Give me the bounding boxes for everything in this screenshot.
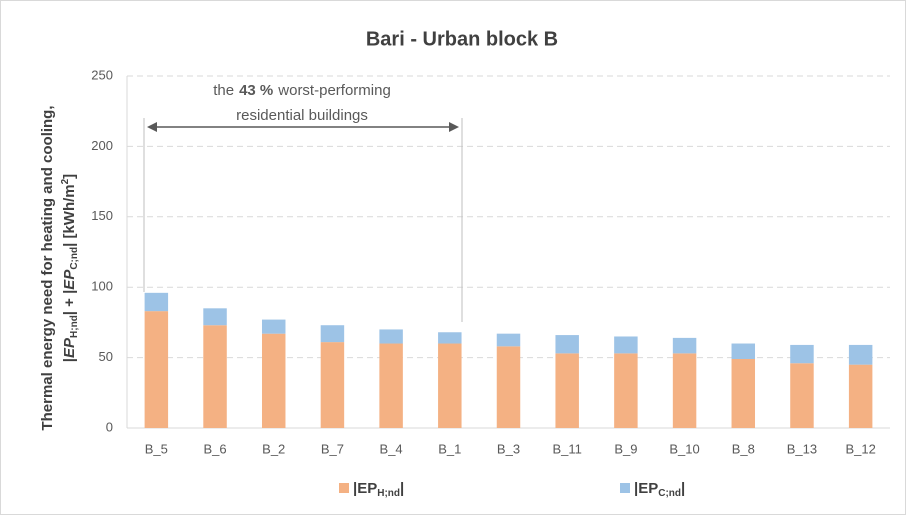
bar-segment: [379, 343, 403, 428]
bar-segment: [438, 343, 462, 428]
x-tick-label: B_10: [669, 441, 699, 456]
legend-label: |EPC;nd|: [634, 480, 685, 499]
x-tick-label: B_4: [380, 441, 403, 456]
bar-segment: [144, 292, 169, 312]
legend-label: |EPH;nd|: [353, 480, 404, 499]
bar-segment: [496, 346, 521, 428]
legend-label-part: |: [681, 480, 685, 497]
y-tick-label: 100: [91, 279, 113, 294]
x-tick-label: B_9: [614, 441, 637, 456]
x-tick-label: B_13: [787, 441, 817, 456]
legend-swatch: [339, 483, 349, 493]
x-tick-label: B_5: [145, 441, 168, 456]
bar-segment: [496, 333, 521, 347]
y-tick-label: 0: [106, 419, 113, 434]
x-tick-label: B_8: [732, 441, 755, 456]
legend-label-part: H;nd: [377, 488, 400, 499]
bar-segment: [144, 311, 169, 428]
y-axis-title-part: EP: [61, 269, 78, 290]
bar-segment: [555, 353, 579, 428]
legend-label-part: C;nd: [658, 488, 681, 499]
annotation-part: 43 %: [239, 82, 273, 99]
y-axis-title-part: C;nd: [69, 247, 80, 270]
y-axis-title-line: |EPH;nd| + |EPC;nd| [kWh/m2]: [60, 174, 80, 362]
bar-segment: [320, 325, 345, 343]
bar-segment: [320, 342, 345, 428]
bar-segment: [438, 332, 462, 344]
bar-segment: [731, 343, 756, 360]
bar-segment: [848, 364, 873, 428]
x-tick-label: B_6: [203, 441, 226, 456]
x-tick-label: B_12: [845, 441, 875, 456]
bar-segment: [555, 335, 579, 354]
y-axis-title-part: | + |: [61, 290, 78, 316]
plot-area: 0 50 100 150 200 250 B_5 B_6 B_2 B_7 B_4 B_1 B_3 B_11…: [91, 67, 890, 456]
bar-segment: [379, 329, 403, 344]
annotation-part: worst-performing: [277, 82, 391, 99]
annotation: the 43 % worst-performing residential buil…: [143, 82, 463, 322]
y-tick-label: 250: [91, 67, 113, 82]
bar-segment: [261, 319, 286, 334]
bar-segment: [731, 359, 756, 428]
y-axis-title-part: |: [61, 358, 78, 362]
x-tick-label: B_7: [321, 441, 344, 456]
x-tick-label: B_3: [497, 441, 520, 456]
bar-segment: [614, 336, 638, 354]
y-tick-label: 150: [91, 208, 113, 223]
legend-label-part: |: [400, 480, 404, 497]
y-axis-title-part: H;nd: [69, 315, 80, 338]
chart-title: Bari - Urban block B: [366, 28, 558, 50]
y-tick-label: 200: [91, 138, 113, 153]
bar-segment: [672, 353, 697, 428]
y-axis-title-part: ]: [61, 174, 78, 179]
bar-segment: [672, 337, 697, 354]
y-axis-title-part: EP: [61, 337, 78, 358]
legend: |EPH;nd| |EPC;nd|: [339, 480, 685, 499]
y-tick-label: 50: [99, 349, 113, 364]
bar-segment: [848, 344, 873, 365]
annotation-text: the 43 % worst-performing: [213, 82, 391, 99]
x-tick-label: B_1: [438, 441, 461, 456]
legend-label-part: |EP: [634, 480, 658, 497]
y-axis-title-part: 2: [60, 178, 71, 184]
annotation-text: residential buildings: [236, 107, 368, 124]
annotation-part: the: [213, 82, 234, 99]
y-axis-title-line: Thermal energy need for heating and cool…: [39, 105, 56, 430]
y-axis-title-part: | [kWh/m: [61, 184, 78, 247]
bar-segment: [790, 344, 814, 364]
bar-segment: [203, 325, 227, 428]
legend-label-part: |EP: [353, 480, 377, 497]
bar-segment: [261, 333, 286, 428]
bar-segment: [614, 353, 638, 428]
bar-segment: [203, 308, 227, 326]
legend-swatch: [620, 483, 630, 493]
x-tick-label: B_2: [262, 441, 285, 456]
x-tick-label: B_11: [552, 441, 581, 456]
bar-segment: [790, 363, 814, 428]
y-axis-title: Thermal energy need for heating and cool…: [39, 105, 80, 430]
